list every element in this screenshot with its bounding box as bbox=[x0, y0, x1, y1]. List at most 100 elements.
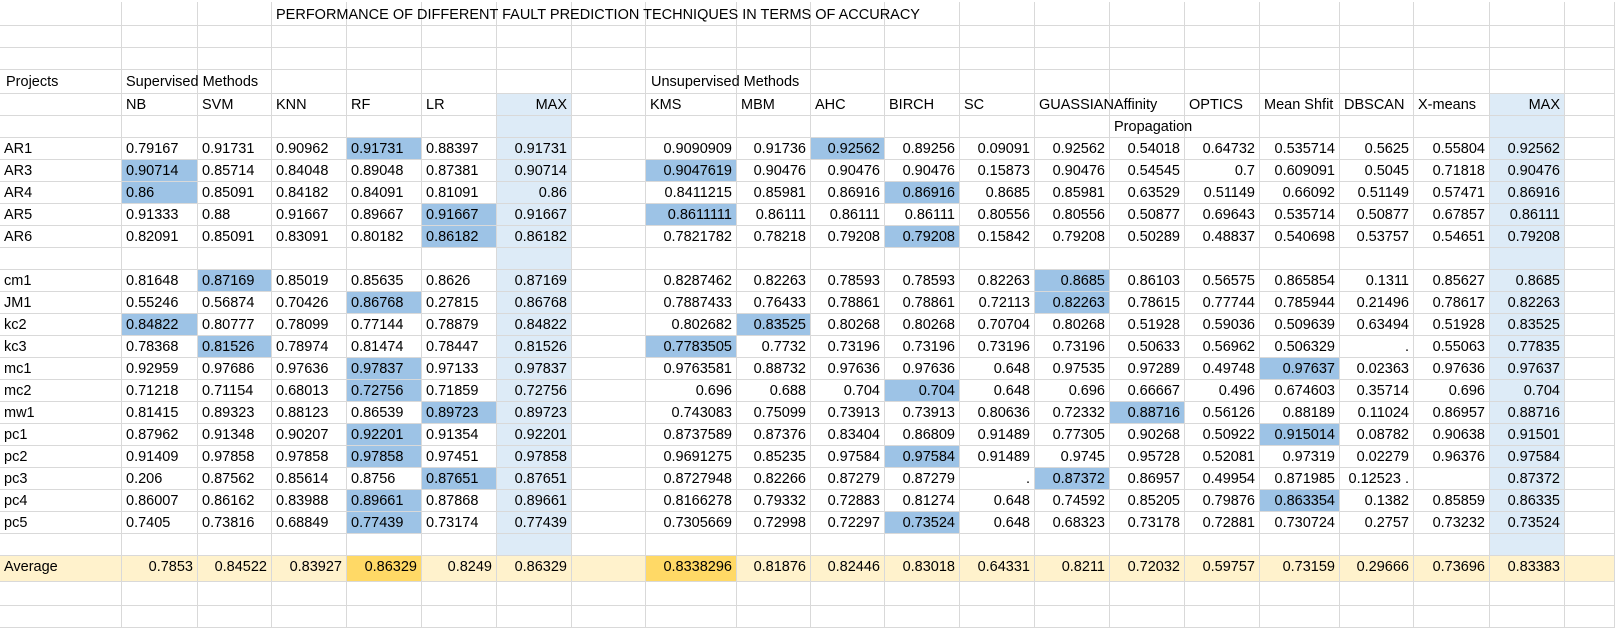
grid-cell[interactable] bbox=[272, 2, 347, 26]
table-cell[interactable]: 0.84822 bbox=[122, 314, 198, 336]
grid-cell[interactable] bbox=[1110, 534, 1185, 556]
grid-cell[interactable] bbox=[1565, 26, 1615, 48]
table-cell[interactable]: 0.81648 bbox=[122, 270, 198, 292]
table-cell[interactable]: 0.91736 bbox=[737, 138, 811, 160]
grid-cell[interactable] bbox=[1185, 116, 1260, 138]
table-cell[interactable] bbox=[1414, 468, 1490, 490]
table-cell[interactable]: 0.97584 bbox=[1490, 446, 1565, 468]
table-cell[interactable]: 0.5625 bbox=[1340, 138, 1414, 160]
table-cell[interactable]: 0.54018 bbox=[1110, 138, 1185, 160]
grid-cell[interactable] bbox=[122, 534, 198, 556]
grid-cell[interactable] bbox=[0, 94, 122, 116]
grid-cell[interactable] bbox=[885, 70, 960, 94]
grid-cell[interactable] bbox=[1490, 534, 1565, 556]
column-header[interactable]: SC bbox=[960, 94, 1035, 116]
grid-cell[interactable] bbox=[422, 582, 497, 606]
project-name[interactable]: pc4 bbox=[0, 490, 122, 512]
table-cell[interactable]: 0.91501 bbox=[1490, 424, 1565, 446]
grid-cell[interactable] bbox=[1260, 606, 1340, 628]
average-cell[interactable]: 0.83018 bbox=[885, 556, 960, 582]
column-header[interactable]: Affinity bbox=[1110, 94, 1185, 116]
table-cell[interactable]: 0.9763581 bbox=[646, 358, 737, 380]
column-header[interactable]: KNN bbox=[272, 94, 347, 116]
table-cell[interactable]: 0.02363 bbox=[1340, 358, 1414, 380]
table-cell[interactable]: 0.92959 bbox=[122, 358, 198, 380]
table-cell[interactable]: 0.87169 bbox=[198, 270, 272, 292]
grid-cell[interactable] bbox=[737, 48, 811, 70]
grid-cell[interactable] bbox=[1565, 70, 1615, 94]
average-cell[interactable]: 0.72032 bbox=[1110, 556, 1185, 582]
grid-cell[interactable] bbox=[1414, 26, 1490, 48]
grid-cell[interactable] bbox=[1185, 606, 1260, 628]
table-cell[interactable]: 0.72297 bbox=[811, 512, 885, 534]
grid-cell[interactable] bbox=[1414, 534, 1490, 556]
table-cell[interactable]: 0.87651 bbox=[497, 468, 572, 490]
table-cell[interactable]: 0.80268 bbox=[1035, 314, 1110, 336]
table-cell[interactable]: 0.696 bbox=[646, 380, 737, 402]
table-cell[interactable]: 0.696 bbox=[1414, 380, 1490, 402]
grid-cell[interactable] bbox=[572, 94, 646, 116]
table-cell[interactable]: 0.85859 bbox=[1414, 490, 1490, 512]
grid-cell[interactable] bbox=[1340, 248, 1414, 270]
grid-cell[interactable] bbox=[960, 582, 1035, 606]
grid-cell[interactable] bbox=[1565, 160, 1615, 182]
table-cell[interactable]: 0.73174 bbox=[422, 512, 497, 534]
grid-cell[interactable] bbox=[1110, 48, 1185, 70]
table-cell[interactable]: 0.87372 bbox=[1490, 468, 1565, 490]
table-cell[interactable]: 0.55246 bbox=[122, 292, 198, 314]
table-cell[interactable]: 0.8737589 bbox=[646, 424, 737, 446]
table-cell[interactable]: 0.71154 bbox=[198, 380, 272, 402]
grid-cell[interactable] bbox=[1110, 606, 1185, 628]
grid-cell[interactable] bbox=[572, 292, 646, 314]
grid-cell[interactable] bbox=[737, 26, 811, 48]
grid-cell[interactable] bbox=[272, 534, 347, 556]
table-cell[interactable]: 0.87279 bbox=[885, 468, 960, 490]
column-header[interactable]: OPTICS bbox=[1185, 94, 1260, 116]
project-name[interactable]: JM1 bbox=[0, 292, 122, 314]
grid-cell[interactable] bbox=[1565, 182, 1615, 204]
table-cell[interactable]: 0.86768 bbox=[347, 292, 422, 314]
average-cell[interactable]: 0.86329 bbox=[497, 556, 572, 582]
grid-cell[interactable] bbox=[572, 248, 646, 270]
project-name[interactable]: mw1 bbox=[0, 402, 122, 424]
grid-cell[interactable] bbox=[572, 534, 646, 556]
grid-cell[interactable] bbox=[347, 606, 422, 628]
table-cell[interactable]: 0.50289 bbox=[1110, 226, 1185, 248]
table-cell[interactable]: 0.97837 bbox=[347, 358, 422, 380]
grid-cell[interactable] bbox=[1414, 116, 1490, 138]
table-cell[interactable]: 0.51928 bbox=[1110, 314, 1185, 336]
table-cell[interactable]: 0.52081 bbox=[1185, 446, 1260, 468]
grid-cell[interactable] bbox=[1490, 248, 1565, 270]
grid-cell[interactable] bbox=[1565, 468, 1615, 490]
table-cell[interactable]: 0.86957 bbox=[1414, 402, 1490, 424]
grid-cell[interactable] bbox=[122, 2, 198, 26]
table-cell[interactable]: 0.78447 bbox=[422, 336, 497, 358]
table-cell[interactable]: 0.8727948 bbox=[646, 468, 737, 490]
grid-cell[interactable] bbox=[1490, 70, 1565, 94]
grid-cell[interactable] bbox=[885, 2, 960, 26]
grid-cell[interactable] bbox=[646, 70, 737, 94]
project-name[interactable]: cm1 bbox=[0, 270, 122, 292]
table-cell[interactable]: 0.85205 bbox=[1110, 490, 1185, 512]
table-cell[interactable]: 0.11024 bbox=[1340, 402, 1414, 424]
table-cell[interactable]: 0.89256 bbox=[885, 138, 960, 160]
table-cell[interactable]: 0.68849 bbox=[272, 512, 347, 534]
grid-cell[interactable] bbox=[1565, 358, 1615, 380]
grid-cell[interactable] bbox=[198, 70, 272, 94]
grid-cell[interactable] bbox=[497, 26, 572, 48]
table-cell[interactable]: 0.56126 bbox=[1185, 402, 1260, 424]
grid-cell[interactable] bbox=[198, 26, 272, 48]
grid-cell[interactable] bbox=[572, 138, 646, 160]
table-cell[interactable]: 0.7821782 bbox=[646, 226, 737, 248]
table-cell[interactable]: 0.86 bbox=[497, 182, 572, 204]
grid-cell[interactable] bbox=[811, 70, 885, 94]
table-cell[interactable]: 0.7887433 bbox=[646, 292, 737, 314]
table-cell[interactable]: 0.85627 bbox=[1414, 270, 1490, 292]
table-cell[interactable]: 0.86957 bbox=[1110, 468, 1185, 490]
grid-cell[interactable] bbox=[1565, 534, 1615, 556]
grid-cell[interactable] bbox=[885, 26, 960, 48]
table-cell[interactable]: 0.89723 bbox=[422, 402, 497, 424]
table-cell[interactable]: 0.97584 bbox=[811, 446, 885, 468]
table-cell[interactable]: 0.15873 bbox=[960, 160, 1035, 182]
table-cell[interactable]: 0.97451 bbox=[422, 446, 497, 468]
